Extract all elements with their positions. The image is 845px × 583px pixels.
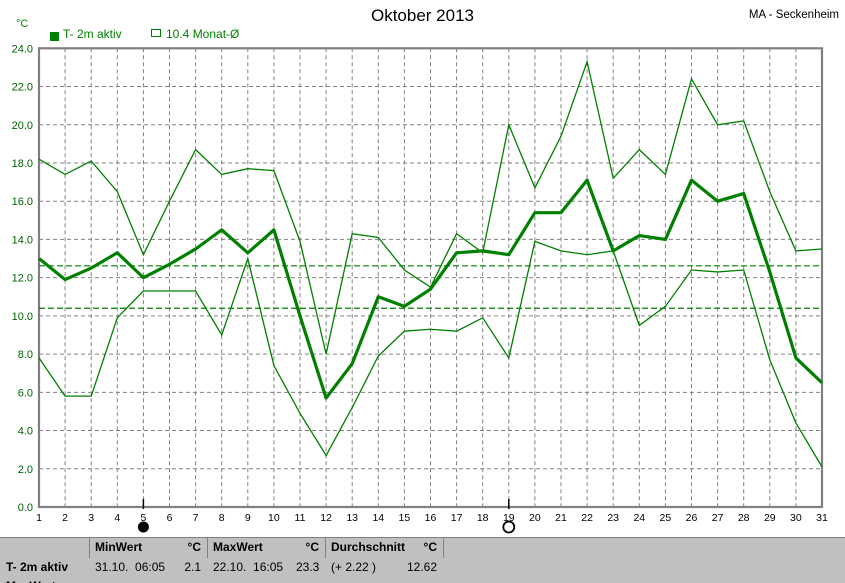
svg-text:8.0: 8.0	[18, 349, 33, 361]
svg-text:0.0: 0.0	[18, 502, 33, 514]
svg-text:27: 27	[712, 512, 724, 524]
svg-text:3: 3	[88, 512, 94, 524]
svg-text:4.0: 4.0	[18, 426, 33, 438]
svg-text:14.0: 14.0	[12, 234, 33, 246]
svg-text:22.0: 22.0	[12, 82, 33, 94]
svg-text:20.0: 20.0	[12, 120, 33, 132]
svg-text:25: 25	[660, 512, 672, 524]
svg-text:9: 9	[245, 512, 251, 524]
svg-text:30: 30	[790, 512, 802, 524]
svg-text:6: 6	[167, 512, 173, 524]
svg-text:18: 18	[477, 512, 489, 524]
svg-text:13: 13	[346, 512, 358, 524]
svg-text:8: 8	[219, 512, 225, 524]
svg-text:12.0: 12.0	[12, 273, 33, 285]
svg-text:18.0: 18.0	[12, 158, 33, 170]
svg-text:2: 2	[62, 512, 68, 524]
svg-text:7: 7	[193, 512, 199, 524]
svg-text:10: 10	[268, 512, 280, 524]
svg-text:24.0: 24.0	[12, 43, 33, 55]
svg-text:6.0: 6.0	[18, 387, 33, 399]
svg-text:26: 26	[686, 512, 698, 524]
svg-text:15: 15	[399, 512, 411, 524]
svg-text:14: 14	[372, 512, 384, 524]
svg-text:22: 22	[581, 512, 593, 524]
svg-text:11: 11	[295, 512, 306, 524]
svg-text:16: 16	[425, 512, 437, 524]
svg-text:28: 28	[738, 512, 750, 524]
svg-text:29: 29	[764, 512, 776, 524]
svg-text:23: 23	[607, 512, 619, 524]
svg-text:12: 12	[320, 512, 332, 524]
svg-text:20: 20	[529, 512, 541, 524]
svg-text:21: 21	[555, 512, 567, 524]
svg-text:16.0: 16.0	[12, 196, 33, 208]
svg-text:1: 1	[36, 512, 42, 524]
svg-text:24: 24	[633, 512, 645, 524]
svg-text:31: 31	[816, 512, 828, 524]
svg-text:4: 4	[114, 512, 120, 524]
svg-text:10.0: 10.0	[12, 311, 33, 323]
svg-text:17: 17	[451, 512, 463, 524]
svg-text:2.0: 2.0	[18, 464, 33, 476]
